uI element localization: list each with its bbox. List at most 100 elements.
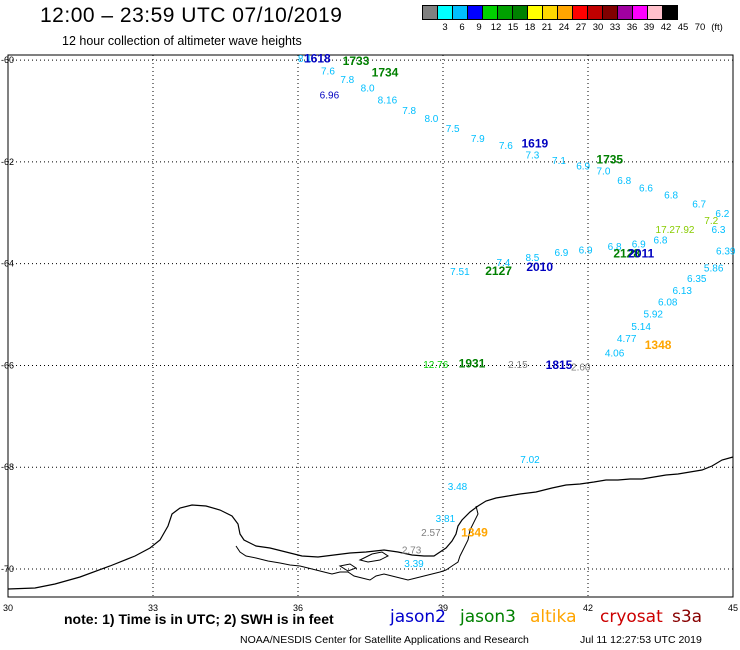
wave-height-label: 7.6	[499, 141, 513, 152]
colorbar-label: 27	[575, 22, 587, 33]
wave-height-label: 7.8	[340, 75, 354, 86]
wave-height-label: 7.8	[402, 106, 416, 117]
map-frame	[7, 54, 734, 598]
wave-height-label: 8.1	[298, 54, 312, 65]
map-title: 12:00 – 23:59 UTC 07/10/2019	[40, 4, 343, 27]
time-label: 2011	[628, 247, 654, 261]
time-label: 1735	[596, 152, 623, 166]
colorbar-label: 70	[694, 22, 706, 33]
lat-tick-label: -66	[1, 360, 14, 370]
colorbar-label: 3	[442, 22, 448, 33]
time-label: 2010	[526, 260, 553, 274]
map-subtitle: 12 hour collection of altimeter wave hei…	[62, 34, 302, 48]
wave-height-label: 2.57	[421, 528, 441, 539]
legend-altika: altika	[530, 607, 577, 627]
wave-height-label: 7.51	[450, 267, 470, 278]
wave-height-label: 7.1	[552, 156, 566, 167]
colorbar-swatch	[662, 5, 678, 20]
time-label: 1734	[372, 65, 399, 79]
lat-tick-label: -64	[1, 259, 14, 269]
wave-height-label: 12.76	[423, 360, 448, 371]
wave-height-label: 6.9	[554, 248, 568, 259]
colorbar-label: 9	[476, 22, 482, 33]
lat-tick-label: -70	[1, 564, 14, 574]
wave-height-label: 2.15	[508, 360, 528, 371]
legend-jason3: jason3	[460, 607, 516, 627]
wave-height-label: 6.08	[658, 297, 678, 308]
colorbar-label: 18	[524, 22, 536, 33]
legend-cryosat: cryosat	[600, 607, 663, 627]
lat-tick-label: -60	[1, 55, 14, 65]
wave-height-label: 3.81	[436, 514, 456, 525]
colorbar-label: 15	[507, 22, 519, 33]
wave-height-label: 3.39	[404, 559, 424, 570]
wave-height-label: 6.9	[579, 245, 593, 256]
wave-height-label: 7.6	[321, 66, 335, 77]
wave-height-label: 6.8	[654, 235, 668, 246]
lon-tick-label: 45	[728, 603, 738, 613]
wave-height-label: 6.3	[712, 225, 726, 236]
lon-tick-label: 36	[293, 603, 303, 613]
colorbar-labels: 3 6 9 12 15 18 21 24 27 30 33 36 39 42 45 70 (ft)	[422, 20, 722, 34]
credit-timestamp: Jul 11 12:27:53 UTC 2019	[580, 634, 702, 646]
wave-height-label: 5.14	[631, 322, 651, 333]
credit-text: NOAA/NESDIS Center for Satellite Applica…	[240, 634, 529, 646]
colorbar-label: 39	[643, 22, 655, 33]
lat-tick-label: -68	[1, 462, 14, 472]
time-label: 2127	[485, 264, 512, 278]
wave-height-label: 2.60	[571, 363, 591, 374]
shelf-coastline	[235, 505, 479, 581]
time-label: 1349	[461, 525, 488, 539]
wave-height-label: 6.9	[632, 239, 646, 250]
wave-height-label: 6.96	[320, 90, 340, 101]
colorbar-label: 36	[626, 22, 638, 33]
lon-tick-label: 33	[148, 603, 158, 613]
wave-height-label: 8.0	[361, 84, 375, 95]
wave-height-label: 6.9	[576, 162, 590, 173]
wave-height-label: 8.16	[378, 95, 398, 106]
wave-height-label: 8.5	[525, 253, 539, 264]
wave-height-label: 6.7	[692, 200, 706, 211]
wave-height-label: 6.2	[715, 209, 729, 220]
time-label: 2128	[613, 247, 640, 261]
wave-height-label: 8.0	[424, 114, 438, 125]
colorbar-label: 33	[609, 22, 621, 33]
colorbar-label: 24	[558, 22, 570, 33]
lon-tick-label: 42	[583, 603, 593, 613]
wave-height-label: 6.35	[687, 274, 707, 285]
time-label: 1931	[459, 356, 486, 370]
lon-tick-label: 39	[438, 603, 448, 613]
wave-height-label: 6.8	[608, 242, 622, 253]
time-label: 1619	[521, 137, 548, 151]
wave-height-colorbar: 3 6 9 12 15 18 21 24 27 30 33 36 39 42 45 70 (ft)	[422, 5, 723, 34]
colorbar-label: 6	[459, 22, 465, 33]
wave-height-label: 7.2	[704, 216, 718, 227]
time-label: 1348	[645, 338, 672, 352]
wave-height-label: 7.3	[525, 150, 539, 161]
time-label: 1815	[546, 358, 573, 372]
wave-height-label: 6.6	[639, 183, 653, 194]
legend-s3a: s3a	[672, 607, 703, 627]
legend-jason2: jason2	[390, 607, 446, 627]
time-label: 1733	[343, 54, 370, 68]
wave-height-label: 4.77	[617, 334, 637, 345]
lat-tick-label: -62	[1, 157, 14, 167]
wave-height-label: 7.9	[471, 134, 485, 145]
colorbar-label: 12	[490, 22, 502, 33]
wave-height-label: 5.92	[644, 310, 664, 321]
colorbar-label: 21	[541, 22, 553, 33]
wave-height-label: 6.13	[673, 286, 693, 297]
colorbar-label: 30	[592, 22, 604, 33]
wave-height-label: 6.39	[716, 246, 736, 257]
colorbar-label: 42	[660, 22, 672, 33]
wave-height-label: 4.06	[605, 348, 625, 359]
island	[358, 551, 389, 563]
wave-height-label: 7.0	[597, 167, 611, 178]
wave-height-label: 17.27.92	[656, 225, 695, 236]
wave-height-label: 2.73	[402, 546, 422, 557]
island	[338, 563, 358, 572]
wave-height-label: 5.86	[704, 263, 724, 274]
colorbar-swatches	[422, 5, 678, 20]
colorbar-label: (ft)	[711, 22, 723, 33]
